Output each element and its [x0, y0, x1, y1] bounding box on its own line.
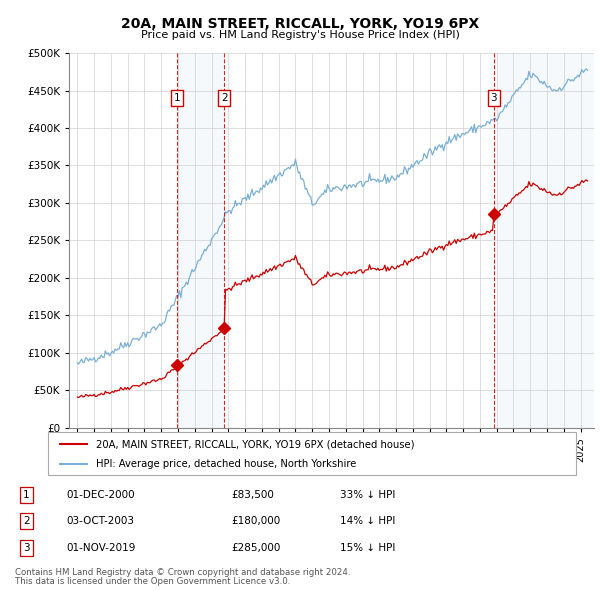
- Text: HPI: Average price, detached house, North Yorkshire: HPI: Average price, detached house, Nort…: [95, 460, 356, 469]
- Text: 20A, MAIN STREET, RICCALL, YORK, YO19 6PX: 20A, MAIN STREET, RICCALL, YORK, YO19 6P…: [121, 17, 479, 31]
- Text: 01-NOV-2019: 01-NOV-2019: [67, 543, 136, 553]
- Bar: [176, 53, 224, 428]
- Text: 33% ↓ HPI: 33% ↓ HPI: [340, 490, 395, 500]
- Text: 01-DEC-2000: 01-DEC-2000: [67, 490, 136, 500]
- Text: 2: 2: [221, 93, 227, 103]
- Text: 03-OCT-2003: 03-OCT-2003: [67, 516, 135, 526]
- Text: 3: 3: [23, 543, 30, 553]
- FancyBboxPatch shape: [48, 432, 576, 475]
- Text: 20A, MAIN STREET, RICCALL, YORK, YO19 6PX (detached house): 20A, MAIN STREET, RICCALL, YORK, YO19 6P…: [95, 440, 414, 450]
- Text: This data is licensed under the Open Government Licence v3.0.: This data is licensed under the Open Gov…: [15, 577, 290, 586]
- Text: 2: 2: [23, 516, 30, 526]
- Text: 3: 3: [491, 93, 497, 103]
- Text: £180,000: £180,000: [231, 516, 280, 526]
- Text: 14% ↓ HPI: 14% ↓ HPI: [340, 516, 395, 526]
- Bar: [494, 53, 594, 428]
- Text: 15% ↓ HPI: 15% ↓ HPI: [340, 543, 395, 553]
- Text: £285,000: £285,000: [231, 543, 280, 553]
- Text: Price paid vs. HM Land Registry's House Price Index (HPI): Price paid vs. HM Land Registry's House …: [140, 30, 460, 40]
- Text: 1: 1: [23, 490, 30, 500]
- Text: 1: 1: [173, 93, 180, 103]
- Text: £83,500: £83,500: [231, 490, 274, 500]
- Text: Contains HM Land Registry data © Crown copyright and database right 2024.: Contains HM Land Registry data © Crown c…: [15, 568, 350, 576]
